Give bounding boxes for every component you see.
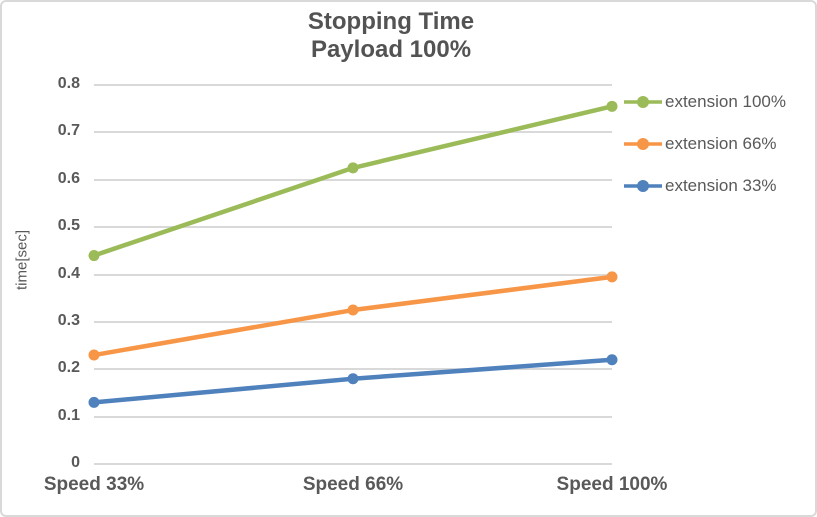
x-tick-label: Speed 100% xyxy=(556,474,668,495)
data-point-extension-66 xyxy=(88,349,100,361)
series-line-extension-66 xyxy=(91,274,615,358)
y-tick-label: 0.7 xyxy=(57,122,80,140)
chart-title: Stopping Time Payload 100% xyxy=(2,8,780,64)
data-point-extension-100 xyxy=(606,100,618,112)
x-tick-label: Speed 33% xyxy=(43,474,145,495)
gridline xyxy=(94,320,612,323)
y-tick-label: 0.8 xyxy=(57,75,80,92)
legend-line-marker-icon xyxy=(624,138,662,150)
gridline xyxy=(94,226,612,229)
y-tick-label: 0.6 xyxy=(57,169,80,187)
gridline xyxy=(94,368,612,371)
y-tick-label: 0.5 xyxy=(57,217,80,235)
legend-label: extension 100% xyxy=(665,92,786,111)
data-point-extension-33 xyxy=(88,396,100,408)
legend: extension 100% extension 66% extension 33% xyxy=(624,90,786,216)
data-point-extension-100 xyxy=(88,250,100,262)
data-point-extension-66 xyxy=(606,271,618,283)
gridline xyxy=(94,178,612,181)
chart-title-line2: Payload 100% xyxy=(310,36,472,63)
gridline xyxy=(94,463,612,465)
gridline xyxy=(94,273,612,276)
y-tick-label: 0.2 xyxy=(57,359,80,377)
x-tick-label: Speed 66% xyxy=(302,474,404,495)
chart-title-line1: Stopping Time xyxy=(307,8,475,35)
data-point-extension-33 xyxy=(347,373,359,385)
gridline xyxy=(94,415,612,418)
y-tick-label: 0 xyxy=(71,454,80,471)
data-point-extension-66 xyxy=(347,304,359,316)
legend-item-extension-100: extension 100% xyxy=(624,90,786,114)
y-tick-label: 0.4 xyxy=(57,264,80,282)
legend-item-extension-33: extension 33% xyxy=(624,174,786,198)
legend-label: extension 66% xyxy=(665,134,777,153)
legend-label: extension 33% xyxy=(665,176,777,195)
plot-area xyxy=(88,84,618,465)
data-point-extension-33 xyxy=(606,354,618,366)
gridline xyxy=(94,131,612,134)
y-tick-label: 0.3 xyxy=(57,311,80,329)
legend-line-marker-icon xyxy=(624,180,662,192)
gridline xyxy=(94,84,612,86)
series-plot xyxy=(88,100,618,408)
series-line-extension-100 xyxy=(91,104,615,258)
y-tick-label: 0.1 xyxy=(57,406,80,424)
data-point-extension-100 xyxy=(347,162,359,174)
legend-item-extension-66: extension 66% xyxy=(624,132,786,156)
legend-line-marker-icon xyxy=(624,96,662,108)
